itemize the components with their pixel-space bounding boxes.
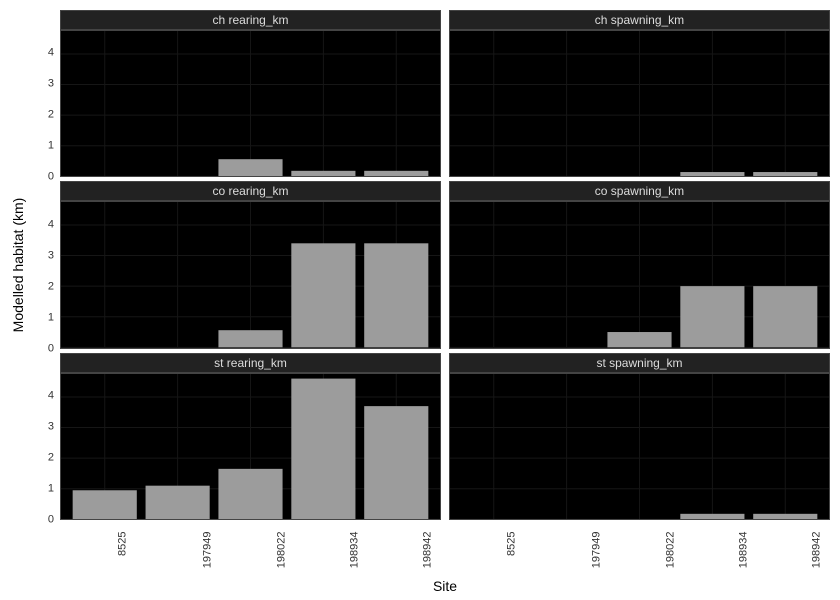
bar: [753, 286, 817, 347]
y-tick-label: 0: [48, 514, 54, 525]
y-axis-title: Modelled habitat (km): [10, 198, 26, 333]
x-axis-title: Site: [60, 578, 830, 594]
y-tick-group: 01234: [28, 373, 58, 520]
facet: st spawning_km: [449, 353, 830, 520]
y-tick-label: 3: [48, 421, 54, 432]
bar: [680, 172, 744, 176]
x-tick-label: 198934: [349, 532, 360, 569]
facet-panel: [449, 201, 830, 348]
y-tick-label: 0: [48, 343, 54, 354]
facet-panel: [60, 373, 441, 520]
bar: [291, 244, 355, 348]
bar: [364, 406, 428, 519]
bar: [364, 244, 428, 348]
x-tick-label: 8525: [506, 532, 517, 556]
bar: [218, 331, 282, 348]
x-tick-label: 8525: [117, 532, 128, 556]
y-tick-label: 1: [48, 483, 54, 494]
y-tick-label: 1: [48, 141, 54, 152]
x-tick-label: 197949: [203, 532, 214, 569]
facet: ch rearing_km: [60, 10, 441, 177]
bar: [364, 171, 428, 177]
facet: ch spawning_km: [449, 10, 830, 177]
y-tick-group: 01234: [28, 30, 58, 177]
facet: co rearing_km: [60, 181, 441, 348]
facet-grid: ch rearing_km ch spawning_kmco rearing_km…: [60, 10, 830, 520]
y-tick-label: 4: [48, 219, 54, 230]
x-tick-label: 198022: [665, 532, 676, 569]
x-tick-label: 198934: [738, 532, 749, 569]
x-tick-label: 198942: [812, 532, 823, 569]
bar: [753, 513, 817, 519]
bar: [146, 485, 210, 519]
facet-panel: [449, 373, 830, 520]
x-tick-label: 197949: [592, 532, 603, 569]
bar: [680, 513, 744, 519]
facet-panel: [449, 30, 830, 177]
facet: st rearing_km: [60, 353, 441, 520]
x-tick-group: 8525 197949 198022 198934 198942: [449, 526, 830, 582]
bar: [753, 172, 817, 176]
bar: [218, 469, 282, 519]
y-tick-label: 2: [48, 452, 54, 463]
bar: [680, 286, 744, 347]
x-tick-label: 198942: [423, 532, 434, 569]
y-tick-label: 4: [48, 48, 54, 59]
facet-chart: Modelled habitat (km) ch rearing_km ch sp…: [0, 0, 840, 600]
y-tick-label: 3: [48, 250, 54, 261]
facet-panel: [60, 30, 441, 177]
bar: [291, 378, 355, 519]
y-tick-label: 2: [48, 110, 54, 121]
bar: [291, 171, 355, 177]
y-tick-label: 3: [48, 79, 54, 90]
x-tick-group: 8525 197949 198022 198934 198942: [60, 526, 441, 582]
facet-panel: [60, 201, 441, 348]
facet-strip: co spawning_km: [449, 181, 830, 201]
facet-strip: st spawning_km: [449, 353, 830, 373]
bar: [607, 332, 671, 347]
x-tick-label: 198022: [276, 532, 287, 569]
y-tick-label: 4: [48, 390, 54, 401]
facet-strip: st rearing_km: [60, 353, 441, 373]
y-tick-label: 2: [48, 281, 54, 292]
bar: [73, 490, 137, 519]
facet-strip: co rearing_km: [60, 181, 441, 201]
y-tick-label: 1: [48, 312, 54, 323]
facet: co spawning_km: [449, 181, 830, 348]
facet-strip: ch spawning_km: [449, 10, 830, 30]
bar: [218, 159, 282, 176]
y-tick-label: 0: [48, 172, 54, 183]
facet-strip: ch rearing_km: [60, 10, 441, 30]
y-tick-group: 01234: [28, 201, 58, 348]
